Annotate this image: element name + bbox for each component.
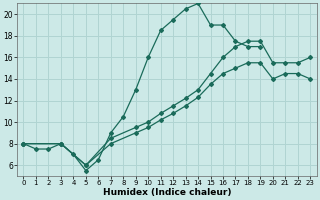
X-axis label: Humidex (Indice chaleur): Humidex (Indice chaleur) [103,188,231,197]
